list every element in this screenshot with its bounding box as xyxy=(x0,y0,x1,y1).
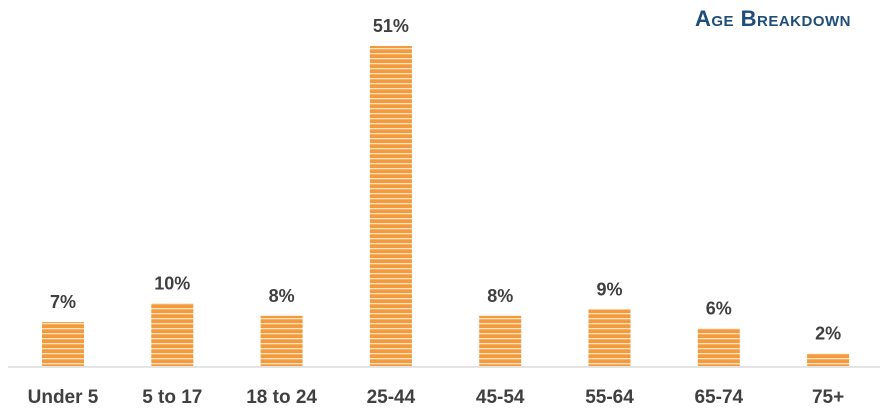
category-label: 18 to 24 xyxy=(246,387,317,408)
bar-under-5 xyxy=(42,322,84,366)
value-label: 7% xyxy=(50,292,76,312)
value-label: 51% xyxy=(373,16,409,36)
category-label: 5 to 17 xyxy=(142,387,202,408)
value-labels-group: 7% 10% 8% 51% 8% 9% 6% 2% xyxy=(50,16,841,344)
bar-5-to-17 xyxy=(151,303,194,366)
category-label: 25-44 xyxy=(367,387,416,408)
category-label: 75+ xyxy=(812,387,844,408)
bar-25-44 xyxy=(369,46,412,366)
value-label: 8% xyxy=(487,286,513,306)
bar-45-54 xyxy=(479,315,522,366)
bars-group xyxy=(42,46,850,366)
category-label: 55-64 xyxy=(585,387,634,408)
value-label: 2% xyxy=(815,324,841,344)
bar-55-64 xyxy=(588,309,631,366)
value-label: 6% xyxy=(706,298,732,318)
value-label: 10% xyxy=(154,273,190,293)
chart-title: Age Breakdown xyxy=(694,6,851,31)
category-label: 45-54 xyxy=(476,387,525,408)
value-label: 9% xyxy=(596,280,622,300)
category-label: 65-74 xyxy=(694,387,743,408)
value-label: 8% xyxy=(269,286,295,306)
category-labels-group: Under 5 5 to 17 18 to 24 25-44 45-54 55-64 65-… xyxy=(28,387,845,408)
bar-65-74 xyxy=(697,328,740,366)
bar-18-to-24 xyxy=(260,315,303,366)
category-label: Under 5 xyxy=(28,387,99,408)
bar-75- xyxy=(807,353,850,366)
